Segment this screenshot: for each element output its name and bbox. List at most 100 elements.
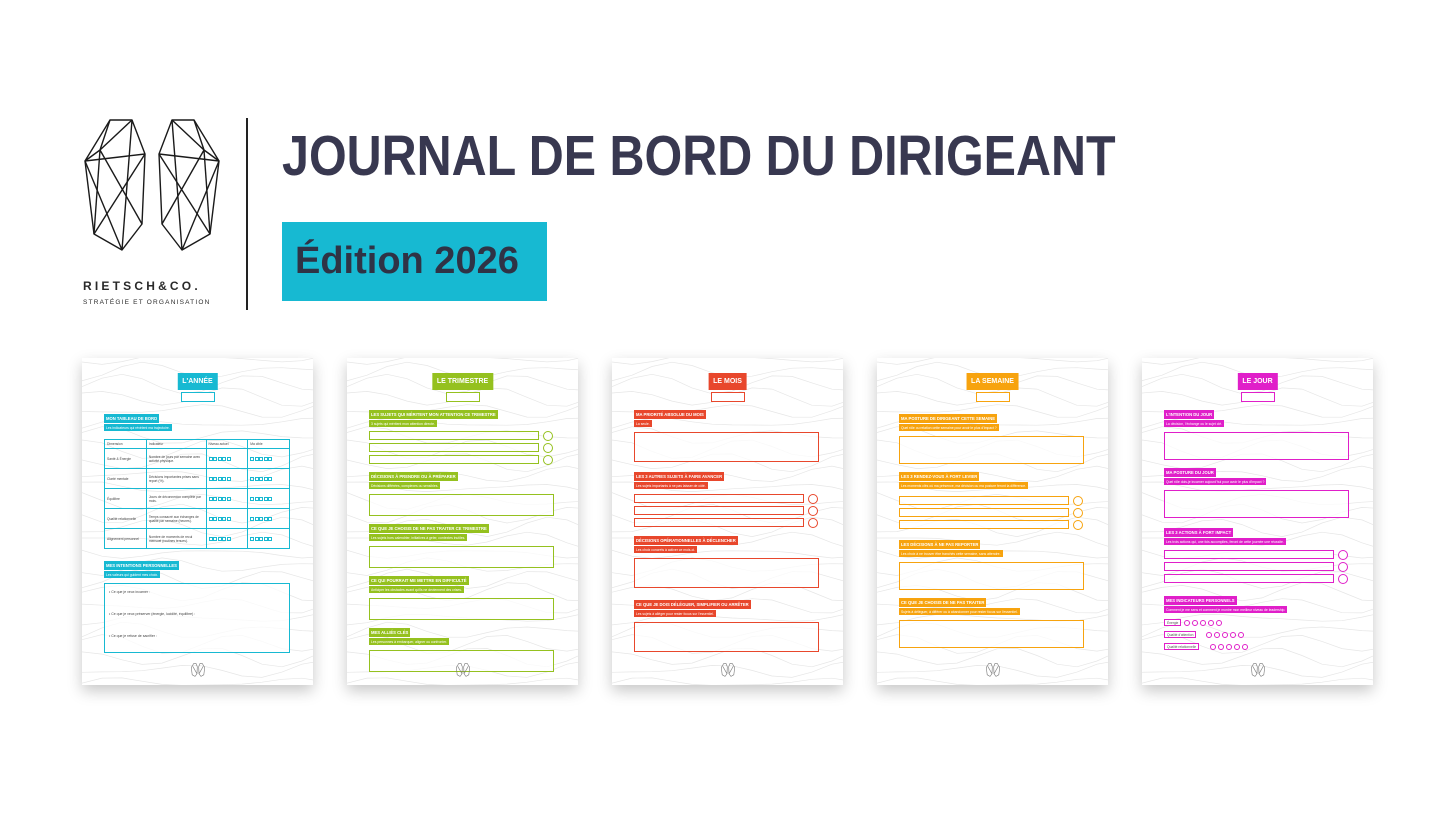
page-date-field [1240,392,1275,402]
table-cell: Clarté mentale [104,468,147,489]
rating-cell [247,528,290,549]
rating-dot [1192,620,1198,626]
writing-line [369,455,539,464]
table-header-cell: Niveau actuel [205,439,249,449]
rating-square [254,476,259,481]
page-title: JOURNAL DE BORD DU DIRIGEANT [282,124,1116,188]
section-heading: CE QUI POURRAIT ME METTRE EN DIFFICULTÉ [369,576,469,585]
rating-square [217,536,222,541]
writing-line [899,496,1069,505]
section-heading: LES 3 ACTIONS À FORT IMPACT [1164,528,1234,537]
rating-square [268,516,273,521]
section-subtitle: Décisions différées, complexes ou sensib… [369,482,441,489]
journal-page: LE MOIS MA PRIORITÉ ABSOLUE DU MOIS La seu… [612,358,843,685]
table-header-cell: Ma cible [247,439,290,449]
section-heading: CE QUE JE CHOISIS DE NE PAS TRAITER CE T… [369,524,489,533]
page-heading: LE TRIMESTRE [431,373,494,390]
rating-square [226,516,231,521]
journal-page: LE JOUR L'INTENTION DU JOUR La décision, l… [1142,358,1373,685]
rating-square [222,456,226,461]
table-row: Équilibre Jours de déconnexion complète p… [104,488,290,509]
table-cell: Équilibre [104,488,147,509]
writing-box [899,436,1084,464]
rating-square [226,496,231,501]
rating-square [208,476,213,481]
journal-page: L'ANNÉE MON TABLEAU DE BORD Les indicateur… [82,358,313,685]
rating-dot [1230,632,1236,638]
section-subtitle: Les choix concrets à activer ce mois-ci. [634,546,697,553]
rating-square [226,476,231,481]
section-subtitle: Les valeurs qui guident mes choix. [104,571,161,578]
geometric-crystal-logo-icon [84,119,220,251]
rating-dot [1238,632,1244,638]
check-circle [543,455,553,465]
section-heading: CE QUE JE CHOISIS DE NE PAS TRAITER [899,598,987,607]
rating-dot [1218,644,1224,650]
rating-square [259,536,264,541]
rating-square [250,476,255,481]
table-row: Santé & Énergie Nombre de jours par semai… [104,448,290,469]
check-circle [808,518,818,528]
rating-square [213,496,217,501]
section-heading: DÉCISIONS OPÉRATIONNELLES À DÉCLENCHER [634,536,738,545]
rating-square [250,496,255,501]
rating-square [213,516,217,521]
rating-square [222,476,226,481]
writing-box [369,494,554,516]
rating-square [254,516,259,521]
rating-square [217,496,222,501]
section-subtitle: Les trois actions qui, une fois accompli… [1164,538,1286,545]
dashboard-table: Dimension Indicateur Niveau actuel Ma cible… [104,439,290,549]
rating-square [263,476,268,481]
edition-badge: Édition 2026 [282,222,547,301]
section-subtitle: Les moments clés où ma présence, ma déci… [899,482,1029,489]
page-date-field [710,392,745,402]
section-heading: LES 3 AUTRES SUJETS À FAIRE AVANCER [634,472,725,481]
section-subtitle: Les sujets importants à ne pas laisser d… [634,482,708,489]
rating-dot [1206,632,1212,638]
check-circle [1338,562,1348,572]
section-heading: L'INTENTION DU JOUR [1164,410,1215,419]
rating-square [259,476,264,481]
rating-square [222,496,226,501]
check-circle [808,506,818,516]
table-cell: Jours de déconnexion complète par mois. [145,488,207,509]
section-heading: DÉCISIONS À PRENDRE OU À PRÉPARER [369,472,458,481]
section-subtitle: Anticiper les obstacles avant qu'ils ne … [369,586,464,593]
section-heading: LES DÉCISIONS À NE PAS REPORTER [899,540,981,549]
rating-dot [1208,620,1214,626]
rating-dot [1210,644,1216,650]
rating-square [217,456,222,461]
section-subtitle: 3 sujets qui méritent mon attention dire… [369,420,437,427]
rating-square [250,456,255,461]
rating-cell [247,508,290,529]
mini-logo-icon [455,663,470,677]
page-date-field [445,392,480,402]
rating-square [213,456,217,461]
rating-square [263,516,268,521]
check-circle [1073,520,1083,530]
writing-line [369,431,539,440]
page-date-field [975,392,1010,402]
rating-square [268,476,273,481]
rating-dot [1226,644,1232,650]
rating-dot [1222,632,1228,638]
mini-logo-icon [985,663,1000,677]
section-heading: MES INDICATEURS PERSONNELS [1164,596,1237,605]
section-subtitle: Quel rôle ou relation cette semaine pour… [899,424,999,431]
writing-box [1164,490,1349,518]
rating-dot [1200,620,1206,626]
rating-square [268,536,273,541]
writing-line [369,443,539,452]
page-heading: LE JOUR [1237,373,1278,390]
rating-cell [247,468,290,489]
table-cell: Santé & Énergie [104,448,147,469]
rating-dot [1242,644,1248,650]
page-heading: L'ANNÉE [177,373,218,390]
section-subtitle: Les personnes à embarquer, aligner ou co… [369,638,449,645]
rating-dot [1214,632,1220,638]
rating-square [213,536,217,541]
page-heading: LE MOIS [708,373,747,390]
rating-cell [205,448,249,469]
rating-square [208,536,213,541]
